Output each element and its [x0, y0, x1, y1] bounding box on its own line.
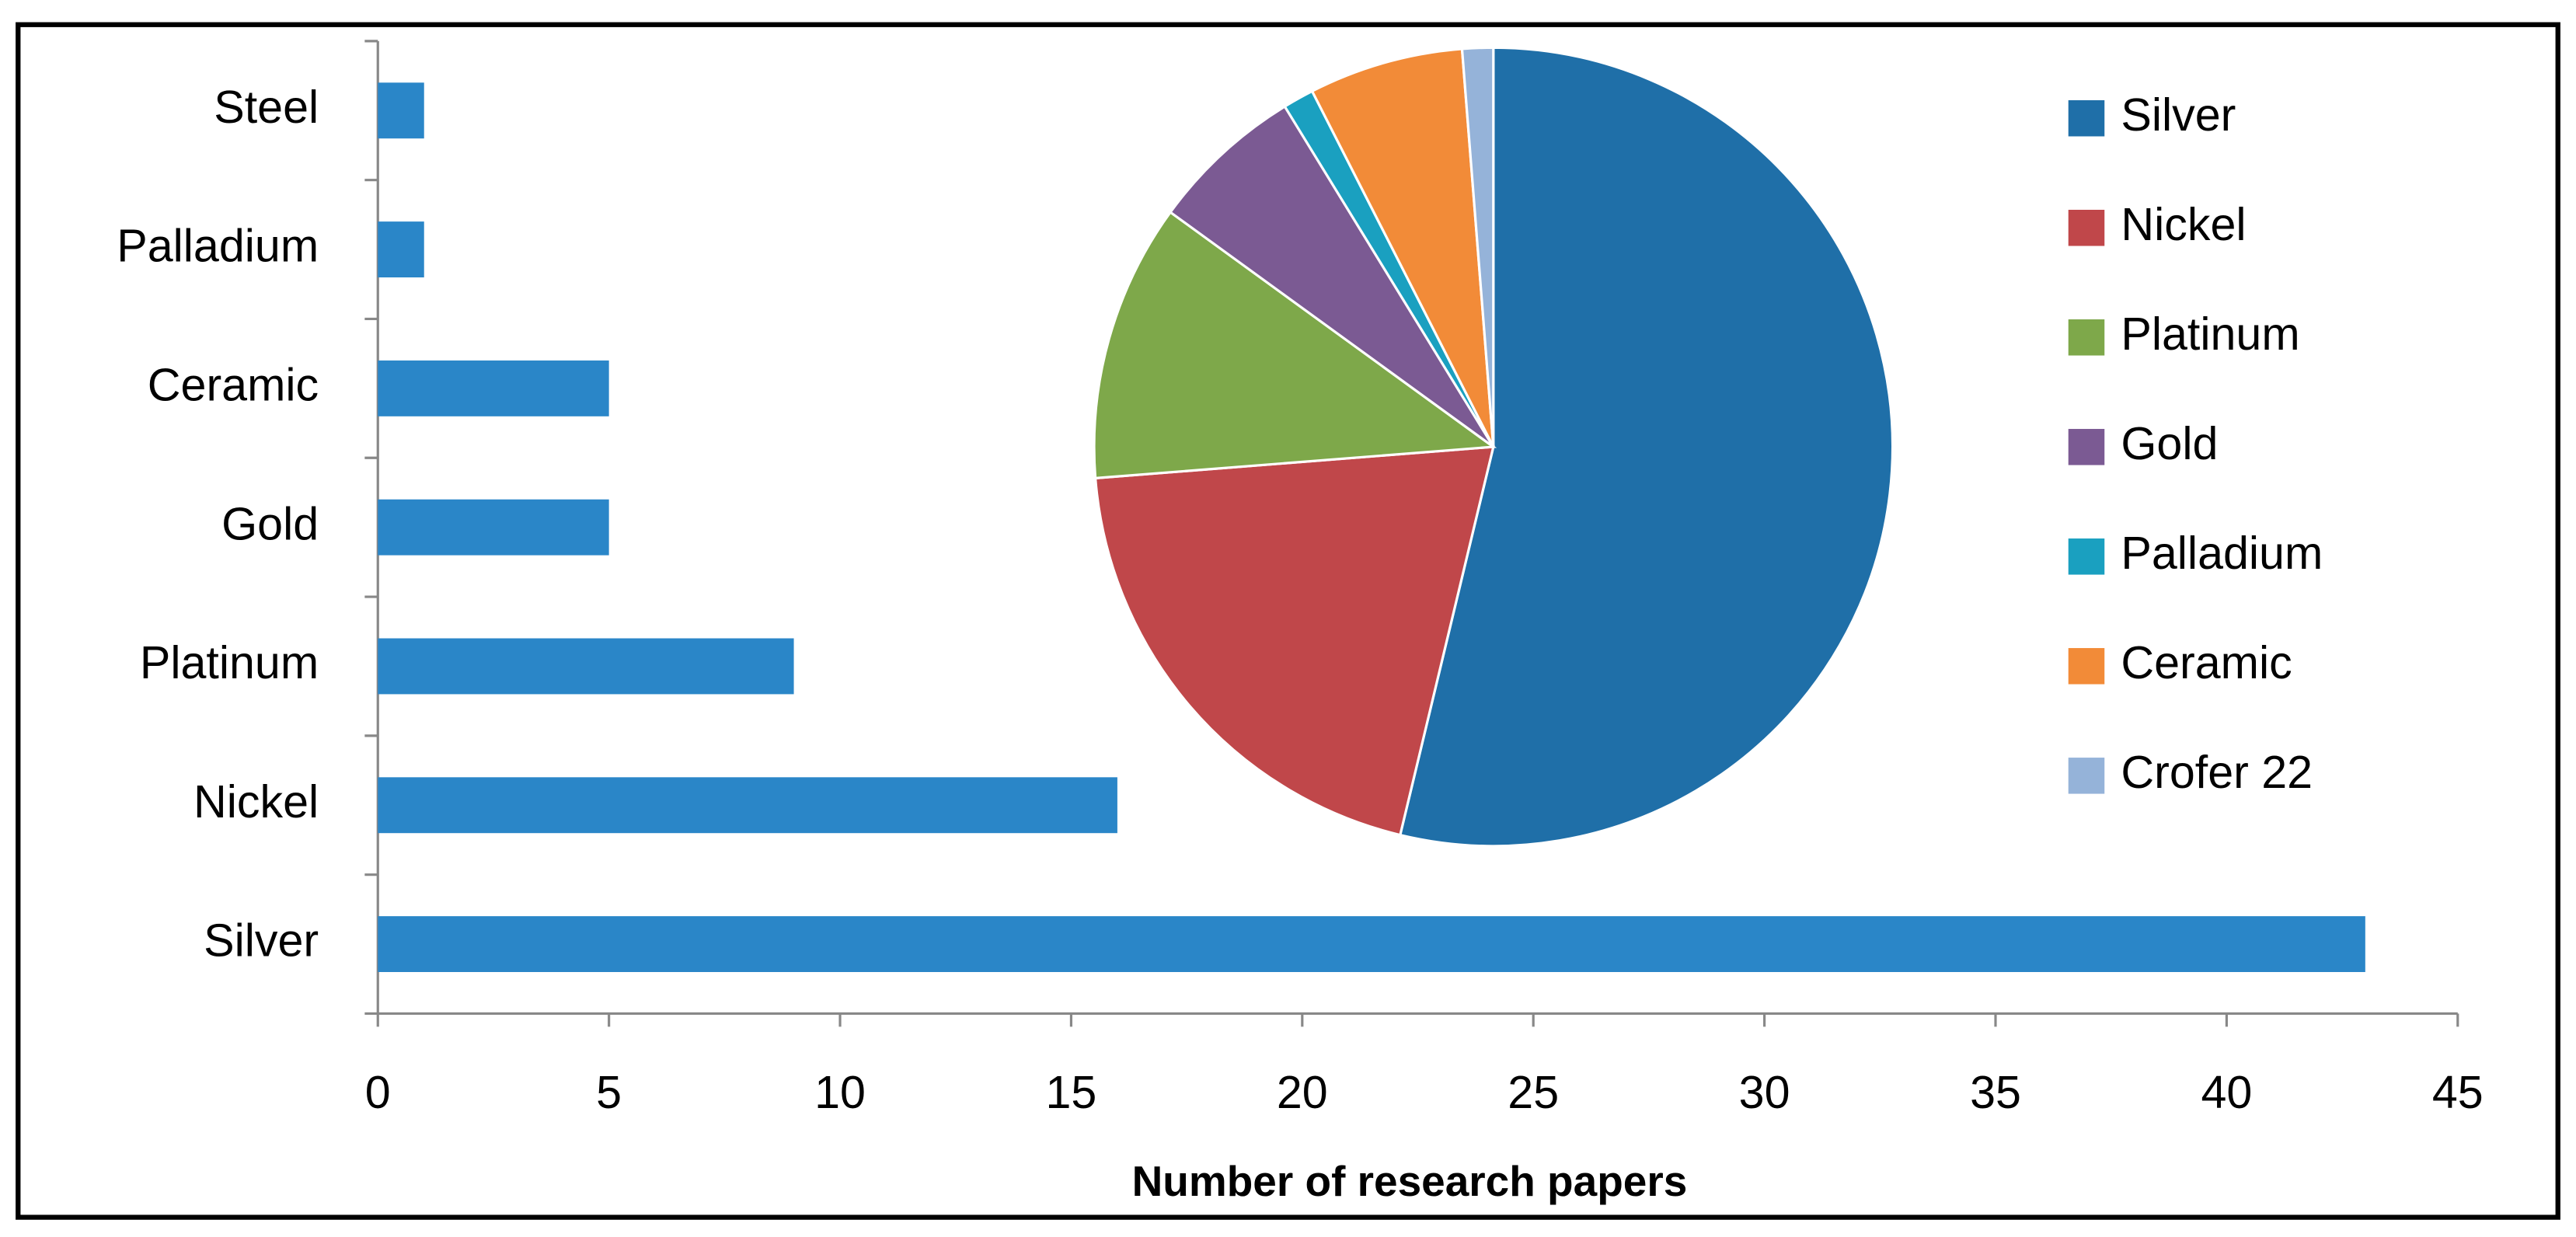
pie-slice — [1460, 46, 1495, 448]
bar — [378, 638, 794, 695]
pie-slice — [1093, 445, 1495, 837]
bar — [378, 360, 609, 416]
frame — [16, 22, 2560, 1220]
y-tick-label: Platinum — [140, 636, 319, 688]
x-tick-label: 45 — [2432, 1066, 2484, 1118]
legend-swatch — [2068, 429, 2105, 465]
x-tick-label: 30 — [1739, 1066, 1790, 1118]
bar — [378, 499, 609, 556]
x-axis-title: Number of research papers — [1132, 1157, 1688, 1205]
legend-swatch — [2068, 209, 2105, 246]
y-tick-label: Ceramic — [148, 359, 319, 411]
legend-swatch — [2068, 319, 2105, 356]
bar — [378, 82, 424, 139]
pie-slice — [1398, 46, 1895, 848]
x-tick-label: 20 — [1277, 1066, 1328, 1118]
bar — [378, 777, 1117, 834]
y-tick-label: Steel — [214, 81, 319, 133]
legend-swatch — [2068, 538, 2105, 575]
pie-slice — [1093, 210, 1497, 480]
legend-label: Silver — [2121, 89, 2236, 141]
y-tick-label: Palladium — [117, 220, 319, 272]
legend-label: Gold — [2121, 417, 2218, 469]
legend-label: Crofer 22 — [2121, 746, 2313, 798]
legend-swatch — [2068, 758, 2105, 794]
x-tick-label: 35 — [1970, 1066, 2021, 1118]
pie-slice — [1310, 47, 1495, 448]
pie-slice — [1168, 104, 1495, 448]
x-tick-label: 15 — [1046, 1066, 1097, 1118]
x-tick-label: 10 — [814, 1066, 866, 1118]
x-tick-label: 25 — [1508, 1066, 1559, 1118]
legend-label: Platinum — [2121, 308, 2299, 360]
legend-label: Ceramic — [2121, 636, 2292, 688]
legend-label: Palladium — [2121, 527, 2323, 579]
y-tick-label: Silver — [204, 915, 319, 967]
x-tick-label: 5 — [596, 1066, 622, 1118]
x-tick-label: 40 — [2201, 1066, 2252, 1118]
legend-swatch — [2068, 648, 2105, 685]
bar — [378, 221, 424, 278]
y-tick-label: Nickel — [193, 775, 319, 828]
y-tick-label: Gold — [221, 497, 319, 549]
x-tick-label: 0 — [365, 1066, 391, 1118]
bar — [378, 916, 2365, 972]
legend-swatch — [2068, 99, 2105, 137]
legend-label: Nickel — [2121, 198, 2246, 250]
